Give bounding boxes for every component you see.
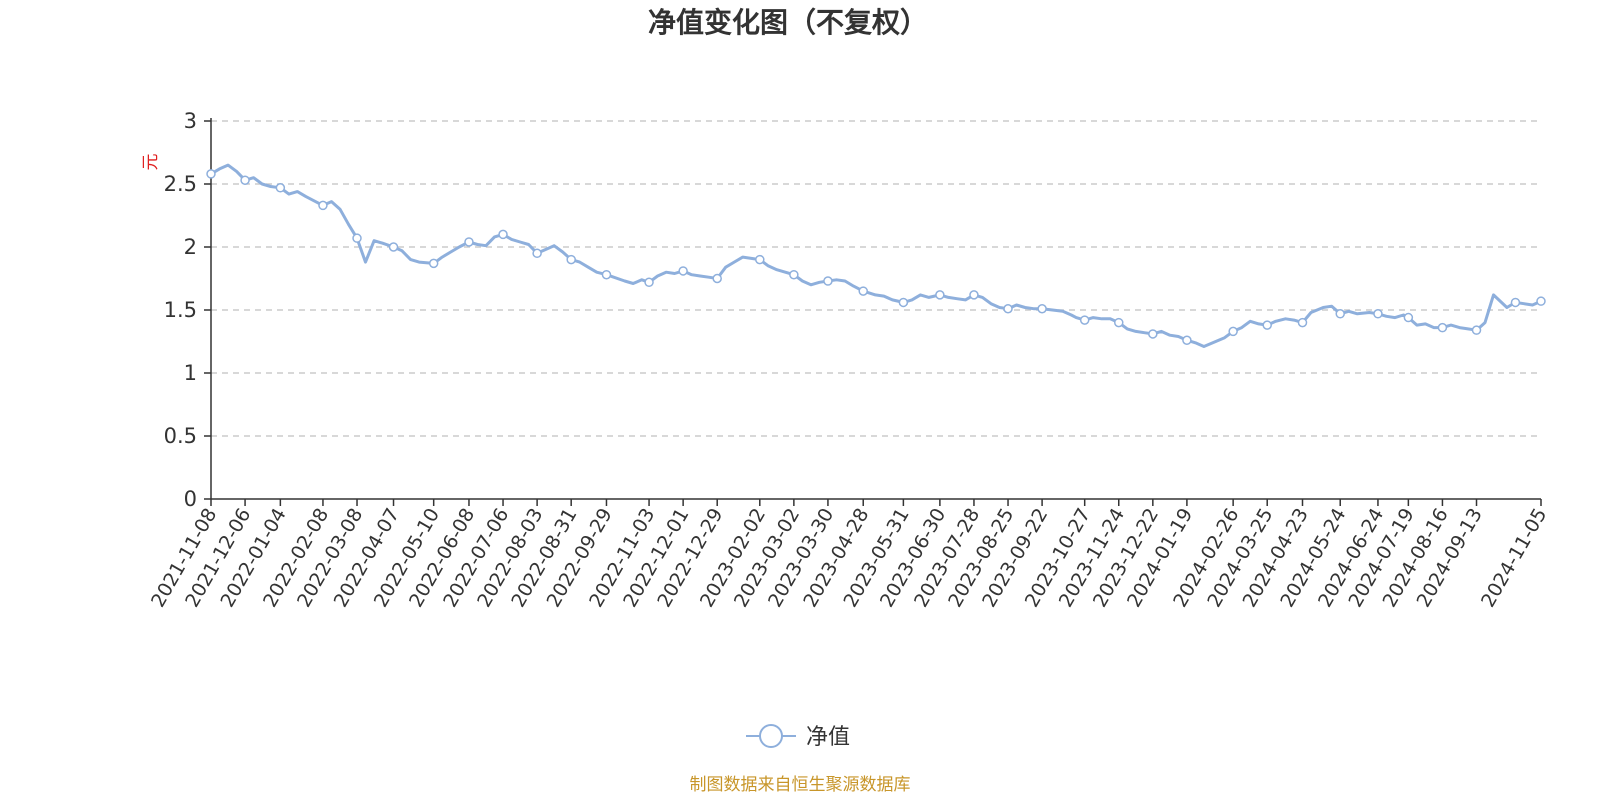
y-axis-unit-label: 元 (141, 154, 161, 171)
series-point-marker[interactable] (1003, 303, 1013, 314)
series-point-marker[interactable] (789, 269, 799, 280)
series-point-marker[interactable] (858, 286, 868, 296)
series-point-marker[interactable] (935, 290, 945, 300)
y-axis: 0 0.5 1 1.5 2 2.5 3 (164, 109, 212, 511)
series-point-marker[interactable] (1228, 326, 1238, 337)
series-point-marker[interactable] (1437, 322, 1448, 333)
series-point-marker[interactable] (1335, 309, 1345, 319)
y-tick-label: 1.5 (164, 298, 197, 322)
series-point-marker[interactable] (1037, 303, 1047, 314)
y-tick-label: 2 (184, 235, 197, 259)
series-layer (206, 163, 1546, 348)
series-point-marker[interactable] (898, 297, 909, 308)
x-axis: 2021-11-082021-12-062022-01-042022-02-08… (147, 498, 1551, 612)
data-source-note: 制图数据来自恒生聚源数据库 (690, 775, 911, 795)
series-point-marker[interactable] (678, 266, 688, 276)
series-point-marker[interactable] (1536, 296, 1546, 306)
series-point-marker[interactable] (352, 233, 362, 243)
series-point-marker[interactable] (498, 229, 508, 240)
series-point-marker[interactable] (755, 254, 765, 265)
y-tick-label: 0.5 (164, 424, 197, 448)
series-point-marker[interactable] (969, 290, 979, 300)
series-point-marker[interactable] (1373, 309, 1383, 319)
series-point-marker[interactable] (1403, 312, 1414, 323)
series-point-marker[interactable] (712, 273, 722, 284)
series-point-marker[interactable] (1297, 317, 1308, 328)
y-tick-label: 2.5 (164, 172, 197, 196)
series-point-marker[interactable] (601, 269, 612, 280)
series-point-marker[interactable] (532, 248, 542, 259)
series-point-marker[interactable] (823, 276, 833, 286)
series-point-marker[interactable] (566, 254, 576, 265)
series-point-marker[interactable] (1114, 317, 1124, 328)
series-point-marker[interactable] (275, 183, 286, 193)
grid-lines (211, 120, 1541, 437)
legend-label: 净值 (806, 725, 850, 750)
series-point-marker[interactable] (428, 258, 439, 269)
series-point-marker[interactable] (1262, 320, 1272, 330)
series-point-marker[interactable] (1148, 329, 1158, 339)
chart-title: 净值变化图（不复权） (648, 6, 928, 39)
series-point-marker[interactable] (644, 277, 654, 288)
series-point-marker[interactable] (318, 200, 328, 211)
series-point-marker[interactable] (1471, 325, 1482, 335)
series-point-marker[interactable] (388, 242, 399, 252)
series-point-marker[interactable] (1182, 335, 1192, 345)
y-tick-label: 3 (184, 109, 197, 133)
series-point-marker[interactable] (206, 169, 216, 179)
legend[interactable]: 净值 (746, 724, 850, 750)
x-tick-label: 2024-11-05 (1477, 505, 1551, 612)
legend-marker-icon (759, 724, 783, 748)
y-tick-label: 0 (184, 487, 197, 511)
y-tick-label: 1 (184, 361, 197, 385)
series-point-marker[interactable] (1079, 315, 1090, 325)
series-point-marker[interactable] (1510, 297, 1521, 308)
series-line (210, 163, 1542, 348)
series-point-marker[interactable] (240, 175, 250, 185)
series-point-marker[interactable] (464, 237, 474, 247)
